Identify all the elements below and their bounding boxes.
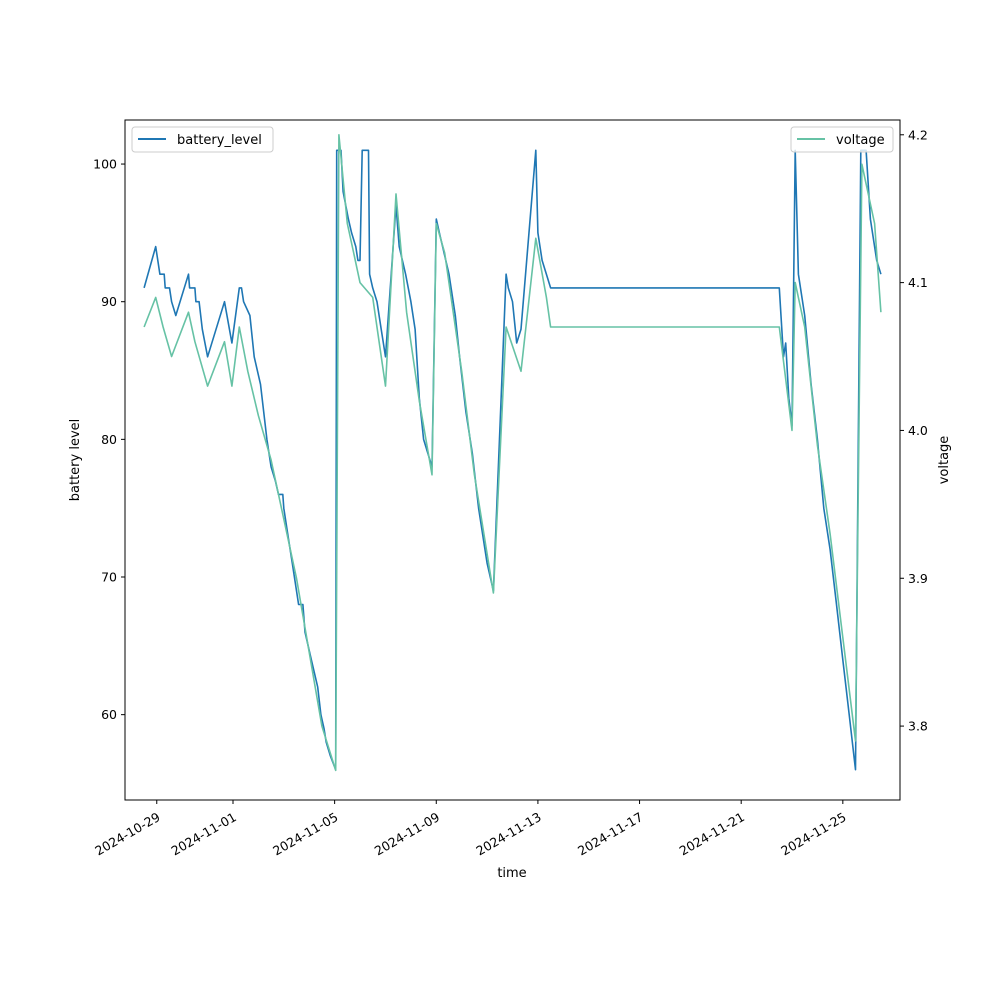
y-right-tick-label: 4.0: [908, 423, 928, 438]
y-left-tick-label: 80: [101, 432, 117, 447]
legend-left-label: battery_level: [177, 133, 262, 148]
x-tick-label: 2024-11-01: [168, 809, 238, 858]
x-axis-title: time: [497, 866, 526, 881]
y-left-tick-label: 90: [101, 294, 117, 309]
y-right-tick-label: 3.9: [908, 571, 928, 586]
y-axis-left: 60 70 80 90 100: [93, 157, 125, 722]
legend-right-box: [790, 126, 894, 153]
series-line-battery-level: [143, 149, 882, 771]
y-axis-right: 3.8 3.9 4.0 4.1 4.2: [900, 127, 928, 734]
x-tick-label: 2024-11-25: [778, 809, 848, 858]
legend-left-box: [131, 126, 274, 153]
plot-area: [125, 120, 900, 800]
legend-left: battery_level: [131, 126, 274, 153]
x-tick-label: 2024-11-09: [372, 809, 442, 858]
y-axis-left-title: battery level: [68, 419, 83, 502]
x-tick-label: 2024-11-17: [575, 809, 645, 858]
x-tick-label: 2024-10-29: [92, 809, 162, 858]
x-tick-label: 2024-11-21: [677, 809, 747, 858]
y-right-tick-label: 3.8: [908, 719, 928, 734]
series-line-voltage: [143, 134, 882, 772]
series-layer: [143, 134, 882, 772]
y-left-tick-label: 70: [101, 570, 117, 585]
y-left-tick-label: 100: [93, 157, 117, 172]
y-axis-right-title: voltage: [937, 436, 952, 485]
x-tick-label: 2024-11-05: [270, 809, 340, 858]
x-tick-label: 2024-11-13: [473, 809, 543, 858]
y-right-tick-label: 4.1: [908, 275, 928, 290]
legend-right: voltage: [790, 126, 894, 153]
plot-frame: [124, 119, 901, 801]
y-right-tick-label: 4.2: [908, 127, 928, 142]
x-axis: 2024-10-29 2024-11-01 2024-11-05 2024-11-09…: [92, 800, 849, 859]
y-left-tick-label: 60: [101, 707, 117, 722]
legend-right-label: voltage: [836, 133, 885, 148]
